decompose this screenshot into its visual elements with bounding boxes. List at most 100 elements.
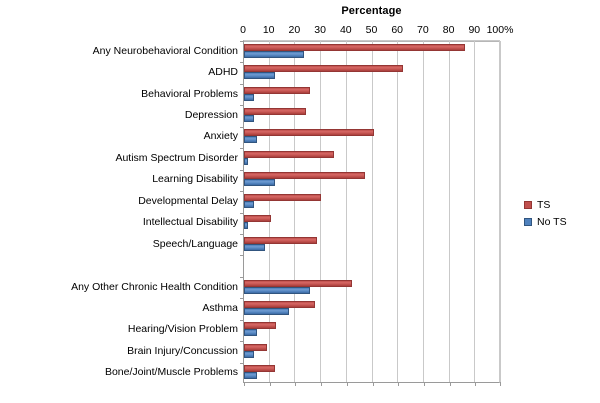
- x-axis-tickmark: [321, 382, 323, 386]
- x-tick-label: 40: [339, 24, 352, 36]
- x-axis-tickmark: [475, 382, 477, 386]
- legend-swatch-icon: [524, 217, 532, 226]
- bar-ts: [244, 215, 271, 223]
- category-tickmark: [240, 41, 244, 42]
- category-tickmark: [240, 298, 244, 299]
- x-tick-label: 90: [468, 24, 481, 36]
- bar-no-ts: [244, 136, 257, 144]
- x-axis-tickmark: [346, 382, 348, 386]
- gridline: [268, 41, 270, 382]
- plot-area: [240, 40, 501, 386]
- x-axis-tickmark: [423, 382, 425, 386]
- category-label: Asthma: [202, 301, 238, 314]
- bar-no-ts: [244, 350, 255, 358]
- bar-no-ts: [244, 286, 310, 294]
- category-label: Intellectual Disability: [142, 216, 238, 229]
- gridline: [448, 41, 450, 382]
- bar-ts: [244, 343, 268, 351]
- bar-ts: [244, 193, 322, 201]
- bar-ts: [244, 86, 310, 94]
- chart-title: Percentage: [341, 5, 402, 17]
- gridline: [397, 41, 399, 382]
- bar-ts: [244, 172, 365, 180]
- x-axis-tickmark: [372, 382, 374, 386]
- bar-ts: [244, 108, 306, 116]
- gridline: [500, 41, 501, 382]
- bar-ts: [244, 65, 404, 73]
- x-axis-tickmark: [244, 382, 245, 386]
- bar-no-ts: [244, 243, 265, 251]
- category-tickmark: [240, 127, 244, 128]
- category-tickmark: [240, 213, 244, 214]
- category-label: Autism Spectrum Disorder: [115, 151, 238, 164]
- legend-item: TS: [524, 196, 594, 213]
- gridline: [422, 41, 424, 382]
- category-tickmark: [240, 148, 244, 149]
- x-tick-label: 70: [417, 24, 429, 36]
- category-label: Behavioral Problems: [141, 87, 238, 100]
- category-label: Speech/Language: [152, 237, 238, 250]
- bar-ts: [244, 236, 318, 244]
- bar-ts: [244, 322, 277, 330]
- gridline: [371, 41, 373, 382]
- category-tickmark: [240, 170, 244, 171]
- gridline: [294, 41, 296, 382]
- legend-item: No TS: [524, 213, 594, 230]
- bar-no-ts: [244, 200, 255, 208]
- x-axis-tick-labels: 0 10 20 30 40 50 60 70 80 90 100%: [0, 24, 600, 38]
- bar-ts: [244, 129, 374, 137]
- category-tickmark: [240, 341, 244, 342]
- gridline: [320, 41, 322, 382]
- x-axis-tickmark: [269, 382, 271, 386]
- legend-label: No TS: [537, 215, 567, 228]
- category-label: ADHD: [208, 66, 238, 79]
- category-tickmark: [240, 84, 244, 85]
- bar-no-ts: [244, 372, 257, 380]
- x-tick-label: 10: [262, 24, 275, 36]
- bar-ts: [244, 365, 275, 373]
- bar-no-ts: [244, 307, 289, 315]
- x-tick-label: 60: [391, 24, 404, 36]
- x-tick-label: 100%: [486, 24, 514, 36]
- gridline: [345, 41, 347, 382]
- bar-ts: [244, 43, 466, 51]
- x-tick-label: 20: [288, 24, 301, 36]
- category-label: Learning Disability: [152, 173, 238, 186]
- bar-no-ts: [244, 329, 257, 337]
- bar-no-ts: [244, 50, 305, 58]
- x-tick-label: 50: [365, 24, 378, 36]
- bar-ts: [244, 279, 352, 287]
- category-tickmark: [240, 105, 244, 106]
- category-label: Brain Injury/Concussion: [127, 344, 238, 357]
- category-tickmark: [240, 62, 244, 63]
- bar-ts: [244, 300, 315, 308]
- bar-ts: [244, 150, 334, 158]
- legend-swatch-icon: [524, 200, 532, 209]
- x-axis-tickmark: [449, 382, 451, 386]
- legend-label: TS: [537, 198, 551, 211]
- category-label: Anxiety: [203, 130, 238, 143]
- category-label: Any Neurobehavioral Condition: [92, 44, 238, 57]
- category-label: Bone/Joint/Muscle Problems: [104, 366, 238, 379]
- category-tickmark: [240, 277, 244, 278]
- chart-legend: TS No TS: [524, 196, 594, 230]
- bar-no-ts: [244, 72, 275, 80]
- category-label: Developmental Delay: [138, 194, 238, 207]
- x-axis-tickmark: [295, 382, 297, 386]
- category-label: Depression: [184, 109, 238, 122]
- bar-no-ts: [244, 157, 248, 165]
- category-tickmark: [240, 234, 244, 235]
- x-axis-tickmark: [398, 382, 400, 386]
- category-tickmark: [240, 320, 244, 321]
- category-label: Hearing/Vision Problem: [127, 323, 238, 336]
- x-tick-label: 30: [314, 24, 326, 36]
- bar-no-ts: [244, 93, 255, 101]
- x-tick-label: 80: [442, 24, 455, 36]
- bar-no-ts: [244, 179, 275, 187]
- gridline: [474, 41, 476, 382]
- category-label: Any Other Chronic Health Condition: [71, 280, 238, 293]
- category-axis-labels: Any Neurobehavioral Condition ADHD Behavio…: [0, 40, 238, 383]
- bar-no-ts: [244, 222, 248, 230]
- category-tickmark: [240, 191, 244, 192]
